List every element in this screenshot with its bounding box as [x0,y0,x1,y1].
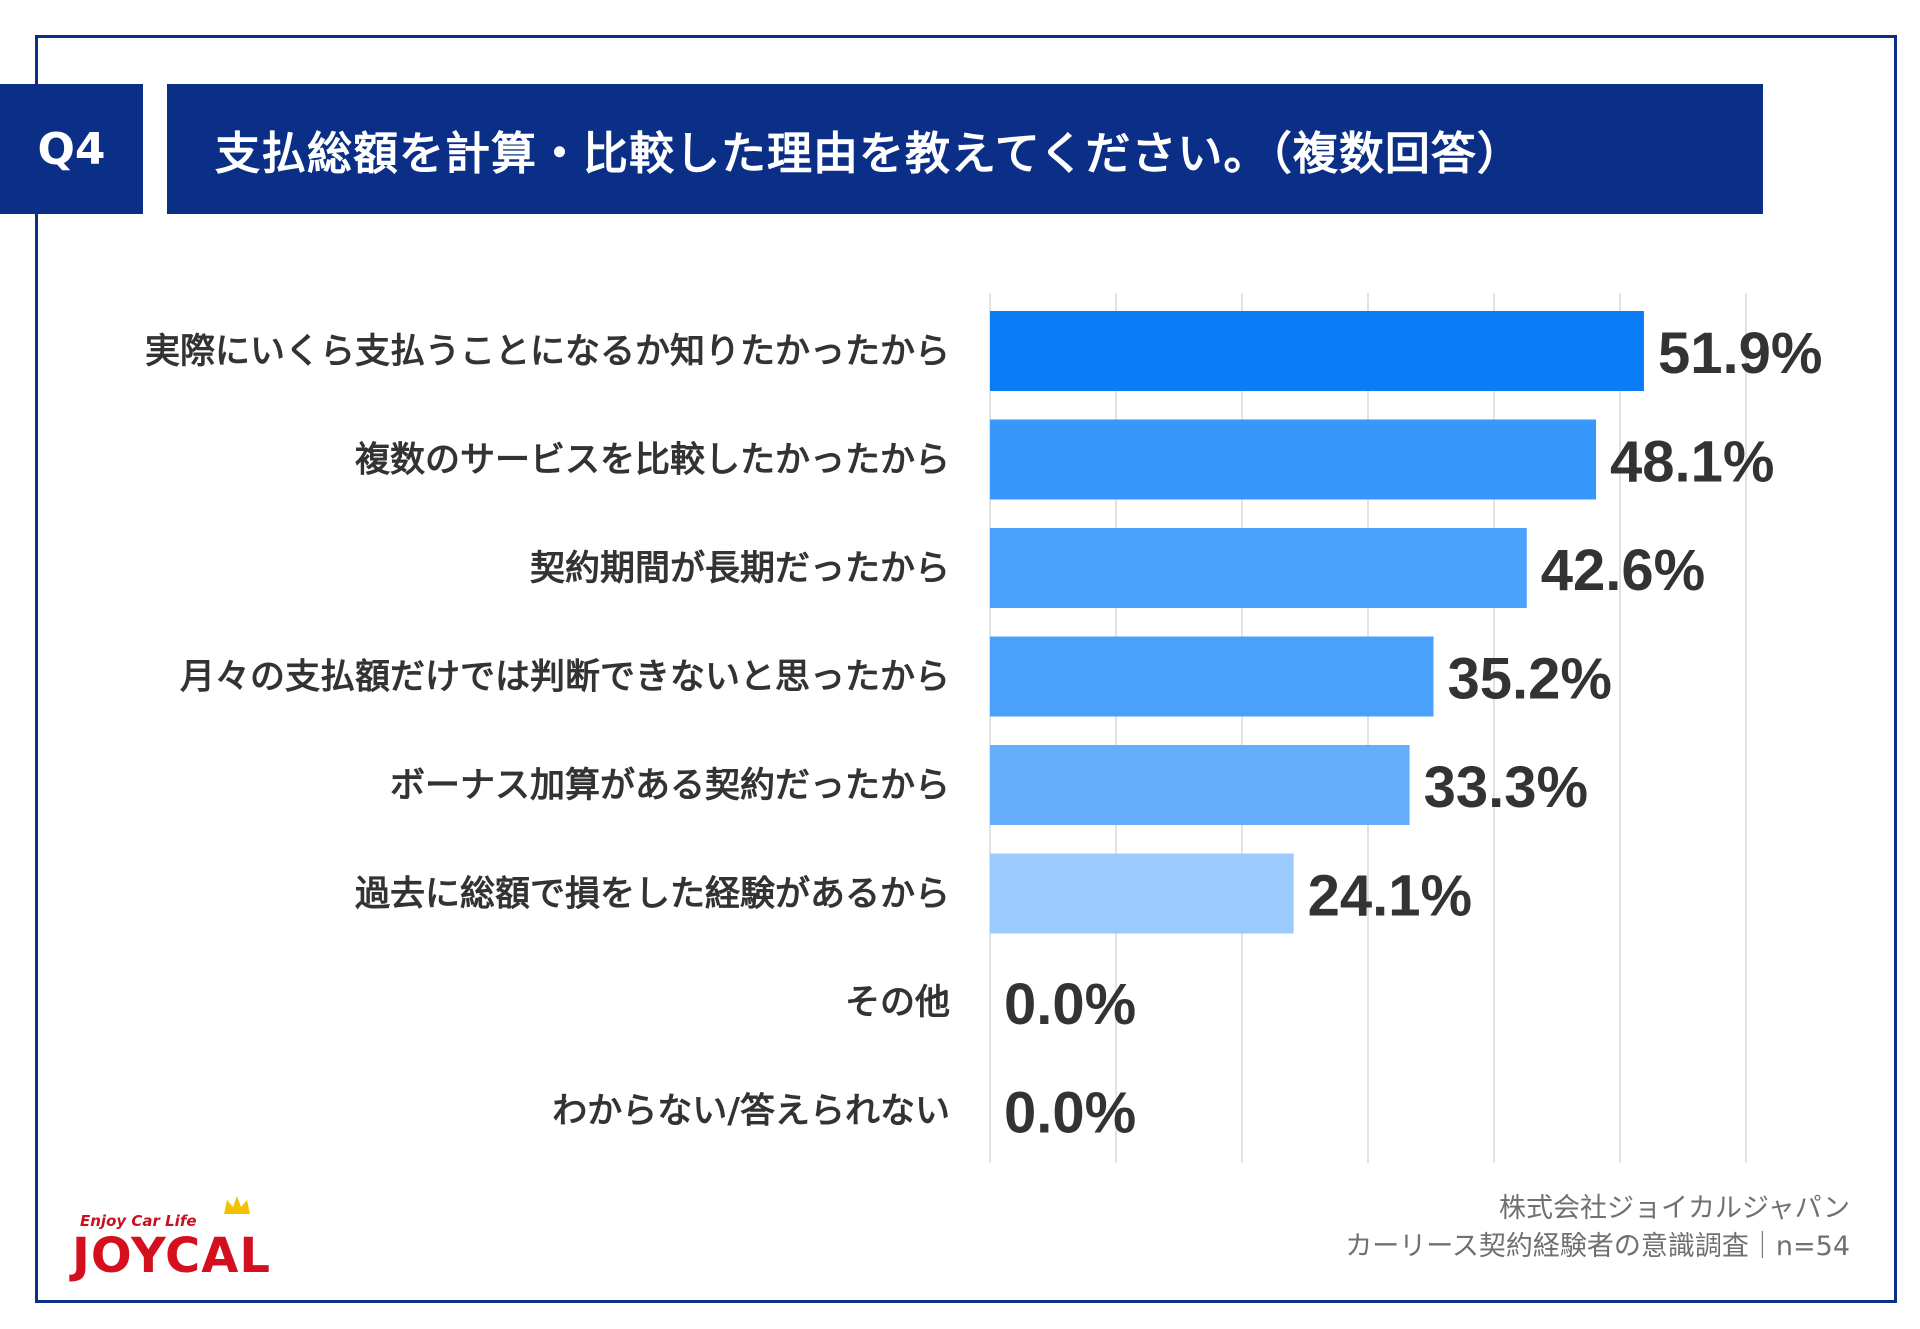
category-label: 過去に総額で損をした経験があるから [355,875,950,915]
question-number-badge: Q4 [0,84,143,214]
footer-survey: カーリース契約経験者の意識調査｜n=54 [1345,1231,1850,1262]
category-label: わからない/答えられない [552,1092,950,1132]
footer-company: 株式会社ジョイカルジャパン [1499,1193,1850,1224]
bar [990,528,1527,608]
category-label: 実際にいくら支払うことになるか知りたかったから [145,332,950,372]
category-label: 契約期間が長期だったから [530,549,950,589]
category-label: その他 [845,983,950,1023]
value-label: 0.0% [1004,972,1136,1037]
bar [990,636,1434,717]
value-label: 42.6% [1541,538,1705,603]
logo-wordmark: JOYCAL [72,1228,271,1284]
value-label: 35.2% [1448,647,1612,712]
footer-source: 株式会社ジョイカルジャパン カーリース契約経験者の意識調査｜n=54 [1345,1190,1850,1266]
value-label: 0.0% [1004,1081,1136,1146]
chart-frame [35,35,1897,1303]
joycal-logo: Enjoy Car Life JOYCAL [72,1192,312,1284]
category-labels: 実際にいくら支払うことになるか知りたかったから複数のサービスを比較したかったから… [145,332,950,1132]
bars [990,311,1644,934]
category-label: ボーナス加算がある契約だったから [390,766,950,806]
value-labels: 51.9% 48.1% 42.6% 35.2% 33.3% 24.1% 0.0% 0.0% [1004,321,1822,1146]
value-label: 24.1% [1308,864,1472,929]
bar [990,419,1597,500]
logo-tagline: Enjoy Car Life [80,1212,197,1230]
bar [990,311,1644,391]
value-label: 48.1% [1610,430,1774,495]
bar [990,853,1294,934]
question-title: 支払総額を計算・比較した理由を教えてください。（複数回答） [167,84,1763,214]
category-label: 複数のサービスを比較したかったから [355,441,950,481]
bar [990,745,1410,825]
category-label: 月々の支払額だけでは判断できないと思ったから [180,658,950,698]
value-label: 51.9% [1658,321,1822,386]
value-label: 33.3% [1424,755,1588,820]
crown-icon [224,1196,250,1214]
